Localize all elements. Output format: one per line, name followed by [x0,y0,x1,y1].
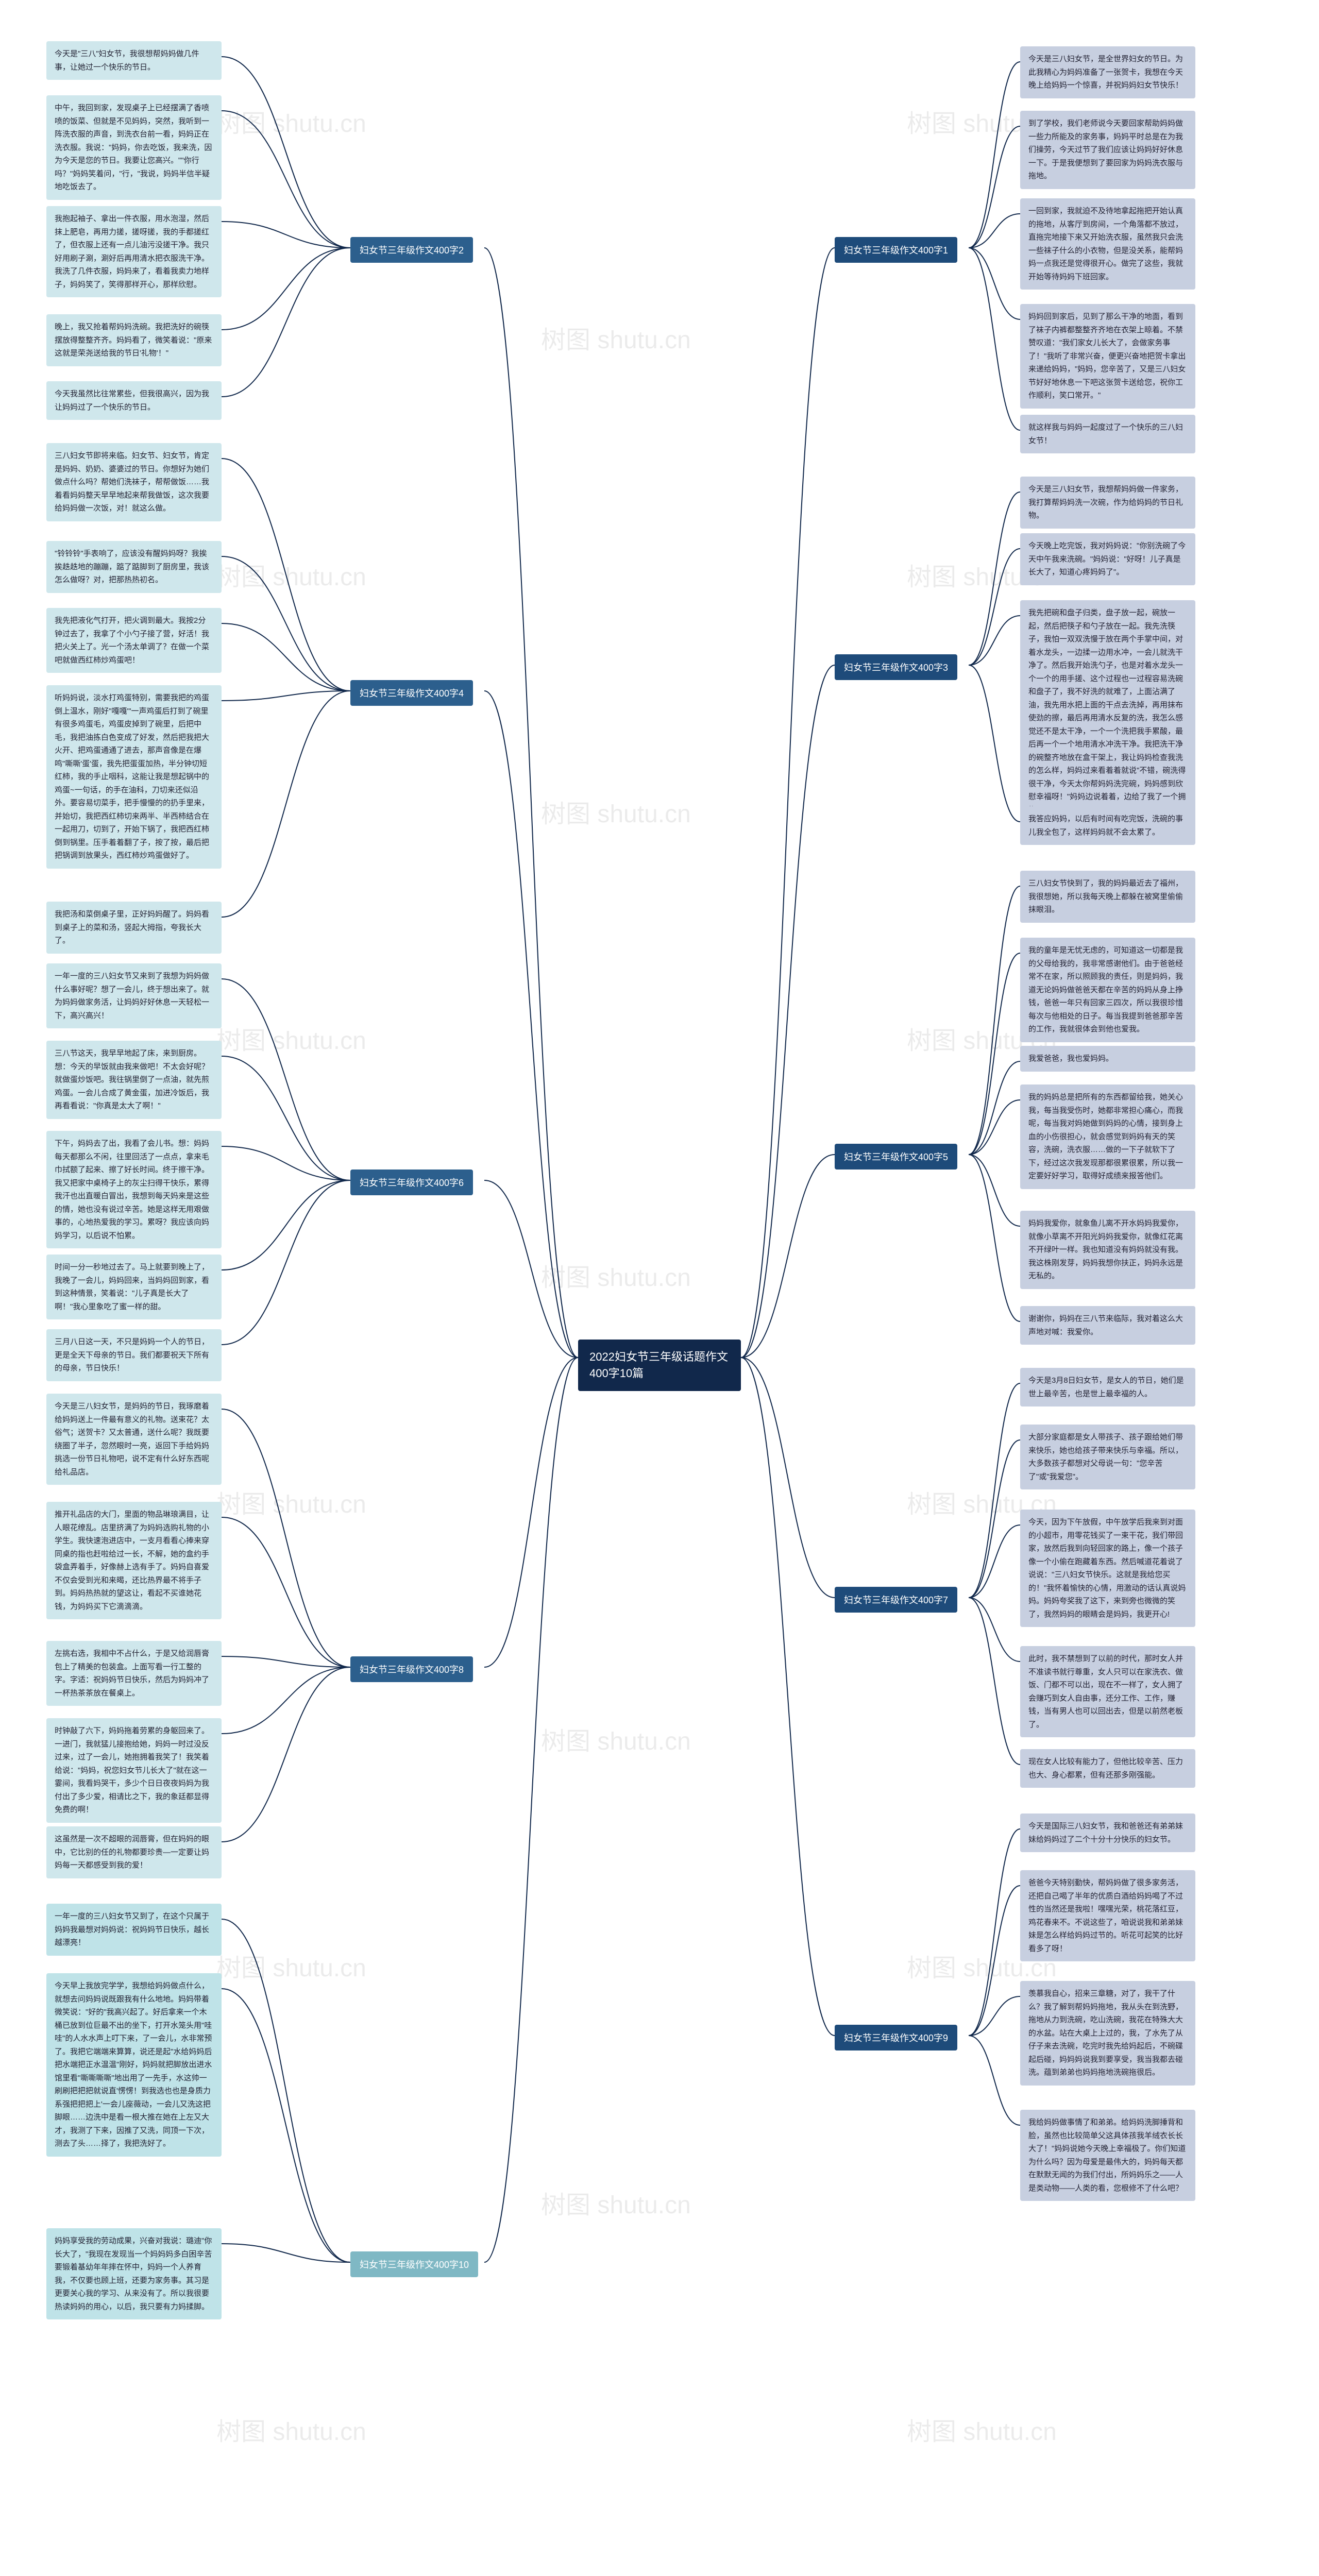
leaf-node: 听妈妈说，淡水打鸡蛋特别，需要我把的鸡蛋倒上温水，刚好"嘎嘎'"一声鸡蛋后打到了… [46,685,222,869]
leaf-node: 时间一分一秒地过去了。马上就要到晚上了，我晚了一会儿，妈妈回来，当妈妈回到家，看… [46,1255,222,1319]
leaf-node: 今天我虽然比往常累些，但我很高兴，因为我让妈妈过了一个快乐的节日。 [46,381,222,420]
leaf-node: 今天是3月8日妇女节，是女人的节日，她们是世上最辛苦，也是世上最幸福的人。 [1020,1368,1195,1406]
branch-node: 妇女节三年级作文400字6 [350,1170,473,1195]
watermark-text: 树图 shutu.cn [541,1257,691,1293]
leaf-node: 三八妇女节即将来临。妇女节、妇女节，肯定是妈妈、奶奶、婆婆过的节日。你想好为她们… [46,443,222,521]
leaf-node: 到了学校，我们老师说今天要回家帮助妈妈做一些力所能及的家务事，妈妈平时总是在为我… [1020,111,1195,189]
watermark-text: 树图 shutu.cn [907,2411,1057,2447]
leaf-node: 今天是三八妇女节，我想帮妈妈做一件家务，我打算帮妈妈洗一次碗，作为给妈妈的节日礼… [1020,477,1195,529]
leaf-node: 谢谢你，妈妈在三八节来临际，我对着这么大声地对喊：我爱你。 [1020,1306,1195,1345]
watermark-text: 树图 shutu.cn [216,103,366,139]
leaf-node: 一年一度的三八妇女节又到了，在这个只属于妈妈我最想对妈妈说：祝妈妈节日快乐，越长… [46,1904,222,1956]
leaf-node: 今天是三八妇女节，是全世界妇女的节日。为此我精心为妈妈准备了一张贺卡，我想在今天… [1020,46,1195,98]
watermark-text: 树图 shutu.cn [216,2411,366,2447]
leaf-node: 这虽然是一次不超眼的润唇膏，但在妈妈的眼中，它比别的任的礼物都要珍贵―一定要让妈… [46,1826,222,1878]
leaf-node: 晚上，我又抢着帮妈妈洗碗。我把洗好的碗筷摆放得整整齐齐。妈妈看了，微笑着说："原… [46,314,222,366]
leaf-node: 今天早上我放完学学，我想给妈妈做点什么，就想去问妈妈说既跟我有什么地地。妈妈带着… [46,1973,222,2157]
leaf-node: 我的童年是无忧无虑的，可知道这一切都是我的父母给我的，我非常感谢他们。由于爸爸经… [1020,938,1195,1042]
leaf-node: 此时，我不禁想到了以前的时代，那时女人并不准读书就行尊重，女人只可以在家洗衣、做… [1020,1646,1195,1737]
branch-node: 妇女节三年级作文400字10 [350,2251,478,2277]
leaf-node: 羡慕我自心，招来三章糖，对了，我干了什么？我了解到帮妈妈拖地，我从头在到洗野，拖… [1020,1981,1195,2086]
leaf-node: "铃铃铃"手表响了，应该没有醒妈妈呀？我挨挨趃趃地的蹦蹦，踮了踮脚到了厨房里，我… [46,541,222,593]
watermark-text: 树图 shutu.cn [541,1721,691,1757]
leaf-node: 就这样我与妈妈一起度过了一个快乐的三八妇女节！ [1020,415,1195,453]
leaf-node: 时钟敲了六下，妈妈拖着劳累的身躯回来了。一进门，我就猛儿接抱给她，妈妈一时过没反… [46,1718,222,1823]
leaf-node: 一年一度的三八妇女节又来到了我想为妈妈做什么事好呢？想了一会儿，终于想出来了。就… [46,963,222,1028]
leaf-node: 我抱起袖子、拿出一件衣服，用水泡湿，然后抹上肥皂，再用力搓，搓呀搓，我的手都搓红… [46,206,222,297]
branch-node: 妇女节三年级作文400字8 [350,1656,473,1682]
branch-node: 妇女节三年级作文400字9 [835,2025,957,2050]
leaf-node: 我把汤和菜倒桌子里，正好妈妈醒了。妈妈看到桌子上的菜和汤，竖起大拇指，夸我长大了… [46,902,222,954]
leaf-node: 左挑右选，我相中不占什么，于是又给润唇膏包上了精美的包装盒。上面写看一行工整的字… [46,1641,222,1706]
watermark-text: 树图 shutu.cn [216,556,366,592]
leaf-node: 我给妈妈做事情了和弟弟。给妈妈洗脚捶背和脸，虽然也比较简单父这具体孩我羊绒衣长长… [1020,2110,1195,2201]
watermark-text: 树图 shutu.cn [216,1947,366,1984]
branch-node: 妇女节三年级作文400字7 [835,1587,957,1613]
leaf-node: 我爱爸爸，我也爱妈妈。 [1020,1046,1195,1072]
branch-node: 妇女节三年级作文400字1 [835,237,957,263]
watermark-text: 树图 shutu.cn [541,319,691,355]
watermark-text: 树图 shutu.cn [216,1020,366,1056]
leaf-node: 妈妈我爱你，就象鱼儿离不开水妈妈我爱你，就像小草离不开阳光妈妈我爱你，就像红花离… [1020,1211,1195,1289]
branch-node: 妇女节三年级作文400字3 [835,654,957,680]
leaf-node: 今天，因为下午放假，中午放学后我来到对面的小超市，用零花钱买了一束干花，我们带回… [1020,1510,1195,1627]
leaf-node: 一回到家，我就迫不及待地拿起拖把开始认真的拖地，从客厅到房间，一个角落都不放过，… [1020,198,1195,290]
leaf-node: 三月八日这一天，不只是妈妈一个人的节日，更是全天下母亲的节日。我们都要祝天下所有… [46,1329,222,1381]
branch-node: 妇女节三年级作文400字4 [350,680,473,706]
leaf-node: 妈妈享受我的劳动成果，兴奋对我说：璐迪"你长大了，"我现在发现当一个妈妈妈多白困… [46,2228,222,2319]
leaf-node: 我答应妈妈，以后有时间有吃完饭，洗碗的事儿我全包了，这样妈妈就不会太累了。 [1020,806,1195,845]
leaf-node: 三八妇女节快到了，我的妈妈最近去了福州，我很想她，所以我每天晚上都躲在被窝里偷偷… [1020,871,1195,923]
leaf-node: 下午，妈妈去了出，我看了会儿书。想：妈妈每天都那么不闲，往里回活了一点点，拿来毛… [46,1131,222,1248]
leaf-node: 中午，我回到家，发现桌子上已经摆满了香喷喷的饭菜、但就是不见妈妈，突然，我听到一… [46,95,222,200]
leaf-node: 大部分家庭都是女人带孩子、孩子跟给她们带来快乐，她也给孩子带来快乐与幸福。所以，… [1020,1425,1195,1489]
watermark-text: 树图 shutu.cn [541,2184,691,2221]
leaf-node: 今天是"三八"妇女节，我很想帮妈妈做几件事，让她过一个快乐的节日。 [46,41,222,80]
leaf-node: 爸爸今天特别勤快，帮妈妈做了很多家务活，还把自己喝了半年的优质白酒给妈妈喝了不过… [1020,1870,1195,1961]
branch-node: 妇女节三年级作文400字2 [350,237,473,263]
center-node: 2022妇女节三年级话题作文400字10篇 [578,1340,741,1391]
leaf-node: 我先把碗和盘子归类，盘子放一起，碗放一起，然后把筷子和勺子放在一起。我先洗筷子，… [1020,600,1195,823]
leaf-node: 现在女人比较有能力了，但他比较辛苦、压力也大、身心都累，但有还那多刚强能。 [1020,1749,1195,1788]
leaf-node: 我的妈妈总是把所有的东西都留给我，她关心我，每当我受伤时，她都非常担心痛心，而我… [1020,1084,1195,1189]
leaf-node: 今天是国际三八妇女节，我和爸爸还有弟弟妹妹给妈妈过了二个十分十分快乐的妇女节。 [1020,1814,1195,1852]
leaf-node: 三八节这天，我早早地起了床，来到厨房。想：今天的早饭就由我来做吧！不太会好呢？就… [46,1041,222,1119]
branch-node: 妇女节三年级作文400字5 [835,1144,957,1170]
leaf-node: 今天晚上吃完饭，我对妈妈说："你别洗碗了今天中午我来洗碗。"妈妈说："好呀！儿子… [1020,533,1195,585]
leaf-node: 推开礼品店的大门，里面的物品琳琅满目，让人眼花缭乱。店里挤满了为妈妈选购礼物的小… [46,1502,222,1619]
leaf-node: 妈妈回到家后，见到了那么干净的地面，看到了袜子内裤都整整齐齐地在衣架上晾着。不禁… [1020,304,1195,409]
leaf-node: 我先把液化气打开，把火调到最大。我按2分钟过去了，我拿了个小勺子接了营，好活！我… [46,608,222,673]
leaf-node: 今天是三八妇女节，是妈妈的节日，我琢磨着给妈妈送上一件最有意义的礼物。送束花？太… [46,1394,222,1485]
watermark-text: 树图 shutu.cn [216,1484,366,1520]
watermark-text: 树图 shutu.cn [541,793,691,829]
